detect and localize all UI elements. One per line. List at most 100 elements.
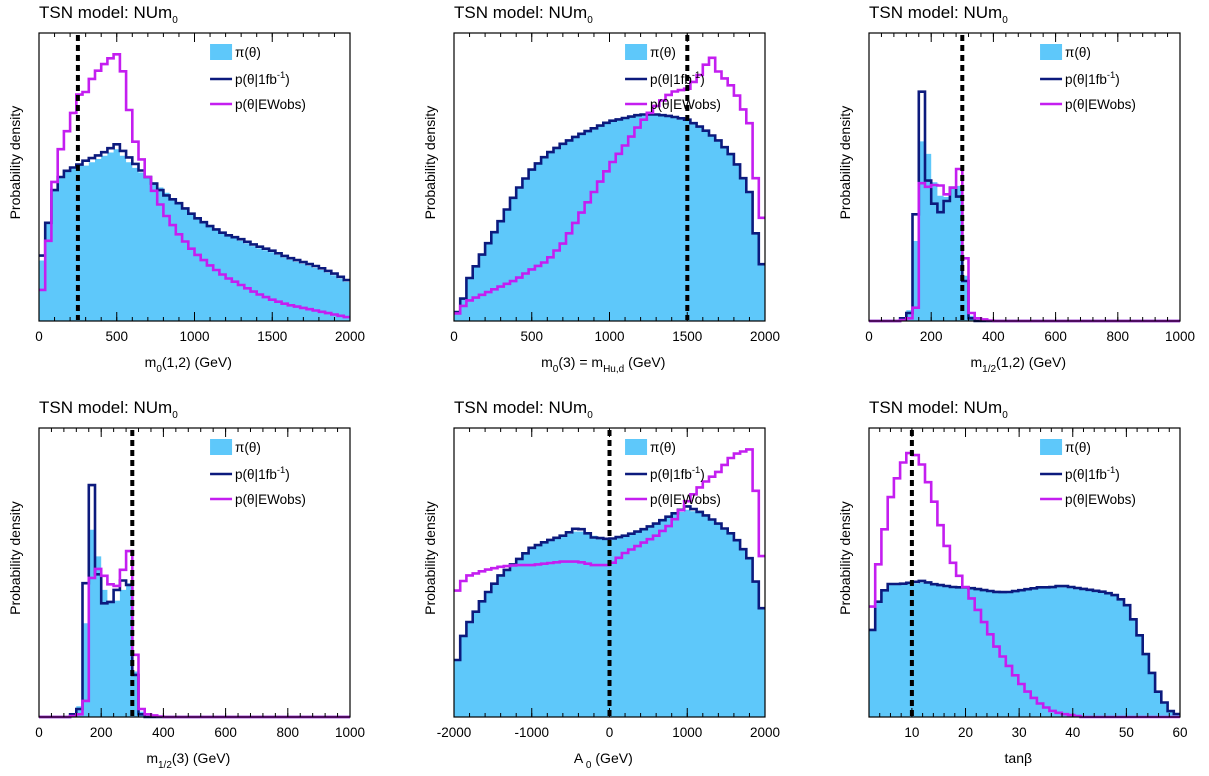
x-tick-label: 1500 (672, 329, 702, 344)
x-tick-label: 400 (982, 329, 1005, 344)
prior-histogram (39, 529, 350, 717)
x-tick-label: 10 (904, 725, 919, 740)
posterior-ewobs-line (39, 53, 350, 319)
legend-swatch-prior (1040, 439, 1063, 455)
x-tick-label: 200 (920, 329, 943, 344)
y-axis-label: Probability density (837, 501, 853, 615)
y-axis-label: Probability density (422, 106, 438, 220)
posterior-ewobs-line (454, 448, 765, 592)
legend: π(θ) p(θ|1fb-1) p(θ|EWobs) (625, 439, 721, 507)
x-axis-label: m0(1,2) (GeV) (145, 354, 232, 375)
x-tick-label: 0 (35, 329, 43, 344)
panel-title: TSN model: NUm0 (39, 3, 178, 26)
y-axis-label: Probability density (837, 106, 853, 220)
x-tick-label: 1000 (594, 329, 624, 344)
legend-label-1fb: p(θ|1fb-1) (650, 70, 705, 87)
panel-title: TSN model: NUm0 (869, 398, 1008, 421)
panel-title: TSN model: NUm0 (454, 398, 593, 421)
posterior-1fb-line (454, 113, 765, 314)
legend-swatch-prior (1040, 44, 1063, 60)
legend-label-prior: π(θ) (1065, 45, 1091, 60)
x-tick-label: 60 (1172, 725, 1187, 740)
x-tick-label: 800 (1107, 329, 1130, 344)
prior-histogram (454, 114, 765, 321)
posterior-ewobs-line (454, 56, 765, 315)
legend-label-prior: π(θ) (235, 440, 261, 455)
x-tick-label: 400 (152, 725, 175, 740)
x-tick-label: 0 (865, 329, 873, 344)
legend-label-ewobs: p(θ|EWobs) (650, 492, 721, 507)
x-tick-label: 500 (105, 329, 128, 344)
legend-label-ewobs: p(θ|EWobs) (650, 97, 721, 112)
x-tick-label: 1000 (672, 725, 702, 740)
legend-swatch-prior (625, 439, 648, 455)
legend-label-1fb: p(θ|1fb-1) (235, 465, 290, 482)
legend-label-1fb: p(θ|1fb-1) (1065, 465, 1120, 482)
x-axis-label: m1/2(3) (GeV) (146, 750, 230, 771)
legend-label-prior: π(θ) (1065, 440, 1091, 455)
legend-label-ewobs: p(θ|EWobs) (1065, 97, 1136, 112)
x-tick-label: 0 (35, 725, 43, 740)
x-tick-label: 800 (277, 725, 300, 740)
x-axis-label: tanβ (1005, 750, 1033, 766)
legend-label-prior: π(θ) (650, 45, 676, 60)
chart-panel-4: 0 200 400 600 800 1000 TSN model: NUm0 Probabil… (7, 398, 365, 771)
y-axis-label: Probability density (422, 501, 438, 615)
posterior-1fb-line (39, 143, 350, 282)
prior-histogram (869, 141, 1180, 321)
prior-histogram (869, 582, 1180, 717)
legend-label-1fb: p(θ|1fb-1) (1065, 70, 1120, 87)
x-tick-label: 30 (1012, 725, 1027, 740)
chart-panel-3: 0 200 400 600 800 1000 TSN model: NUm0 Probabil… (837, 3, 1195, 375)
legend-label-prior: π(θ) (235, 45, 261, 60)
x-tick-label: -1000 (514, 725, 549, 740)
x-tick-label: 0 (606, 725, 614, 740)
legend: π(θ) p(θ|1fb-1) p(θ|EWobs) (1040, 44, 1136, 112)
legend-swatch-prior (210, 439, 233, 455)
x-tick-label: 1000 (335, 725, 365, 740)
y-axis-label: Probability density (7, 501, 23, 615)
plot-frame (868, 32, 1181, 322)
panel-title: TSN model: NUm0 (869, 3, 1008, 26)
legend-swatch-prior (625, 44, 648, 60)
prior-histogram (39, 149, 350, 321)
x-tick-label: 40 (1065, 725, 1080, 740)
x-tick-label: 500 (520, 329, 543, 344)
legend-label-ewobs: p(θ|EWobs) (1065, 492, 1136, 507)
plot-frame (868, 427, 1181, 718)
x-axis-label: A 0 (GeV) (574, 750, 633, 771)
x-tick-label: 1500 (257, 329, 287, 344)
legend: π(θ) p(θ|1fb-1) p(θ|EWobs) (210, 439, 306, 507)
x-tick-label: 20 (958, 725, 973, 740)
x-tick-label: 0 (450, 329, 458, 344)
x-tick-label: 600 (1044, 329, 1067, 344)
legend-label-1fb: p(θ|1fb-1) (235, 70, 290, 87)
legend: π(θ) p(θ|1fb-1) p(θ|EWobs) (1040, 439, 1136, 507)
legend: π(θ) p(θ|1fb-1) p(θ|EWobs) (625, 44, 721, 112)
posterior-1fb-line (454, 505, 765, 662)
chart-panel-1: 0 500 1000 1500 2000 TSN model: NUm0 Probabili… (7, 3, 365, 375)
panel-title: TSN model: NUm0 (454, 3, 593, 26)
x-tick-label: -2000 (437, 725, 472, 740)
x-tick-label: 600 (214, 725, 237, 740)
x-tick-label: 2000 (335, 329, 365, 344)
legend-swatch-prior (210, 44, 233, 60)
legend-label-ewobs: p(θ|EWobs) (235, 97, 306, 112)
legend-label-prior: π(θ) (650, 440, 676, 455)
legend-label-1fb: p(θ|1fb-1) (650, 465, 705, 482)
x-tick-label: 2000 (750, 329, 780, 344)
x-tick-label: 1000 (179, 329, 209, 344)
panel-title: TSN model: NUm0 (39, 398, 178, 421)
x-axis-label: m1/2(1,2) (GeV) (970, 354, 1066, 375)
legend-label-ewobs: p(θ|EWobs) (235, 492, 306, 507)
x-tick-label: 2000 (750, 725, 780, 740)
chart-panel-2: 0 500 1000 1500 2000 TSN model: NUm0 Probabili… (422, 3, 780, 375)
y-axis-label: Probability density (7, 106, 23, 220)
x-tick-label: 1000 (1165, 329, 1195, 344)
x-tick-label: 50 (1119, 725, 1134, 740)
x-axis-label: m0(3) = mHu,d (GeV) (541, 354, 665, 375)
legend: π(θ) p(θ|1fb-1) p(θ|EWobs) (210, 44, 306, 112)
x-tick-label: 200 (90, 725, 113, 740)
chart-panel-5: -2000 -1000 0 1000 2000 TSN model: NUm0 Probab… (422, 398, 780, 771)
